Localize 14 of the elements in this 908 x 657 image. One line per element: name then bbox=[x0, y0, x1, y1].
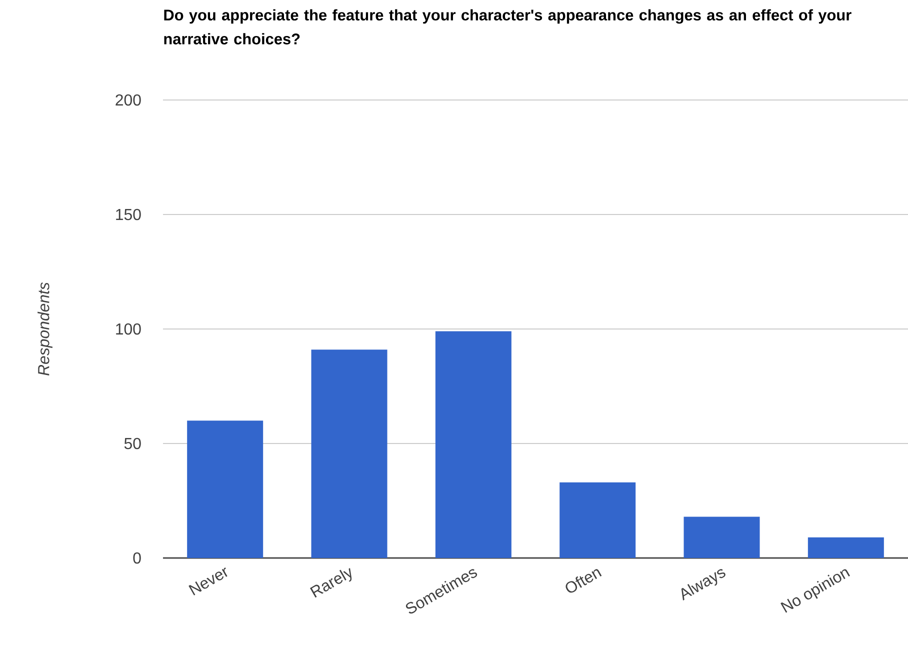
y-axis-title: Respondents bbox=[38, 282, 52, 376]
y-tick-label: 0 bbox=[133, 552, 141, 564]
bar bbox=[808, 537, 884, 558]
bar bbox=[684, 516, 760, 558]
bar bbox=[560, 482, 636, 558]
y-tick-label: 200 bbox=[116, 94, 141, 106]
x-tick-label: Often bbox=[566, 569, 602, 593]
bar bbox=[187, 420, 264, 558]
bar bbox=[435, 331, 512, 558]
y-tick-label: 100 bbox=[116, 323, 141, 335]
y-tick-label: 150 bbox=[116, 208, 141, 220]
chart-title: Do you appreciate the feature that your character's appearance changes as an effect of your narrative choices? bbox=[164, 9, 852, 44]
y-tick-label: 50 bbox=[124, 438, 141, 450]
bar bbox=[311, 350, 388, 558]
